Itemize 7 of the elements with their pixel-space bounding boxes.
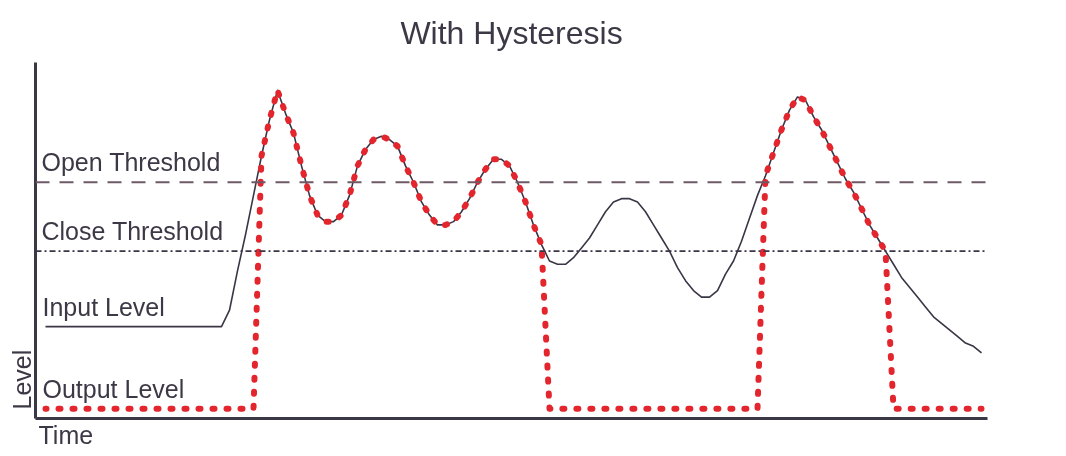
chart-title: With Hysteresis	[400, 14, 623, 51]
ref-line-label: Close Threshold	[41, 217, 224, 246]
series-label: Output Level	[42, 374, 185, 403]
ref-line-label: Open Threshold	[41, 148, 221, 177]
y-axis-title: Level	[7, 349, 36, 410]
x-axis-title: Time	[38, 420, 94, 449]
series-label: Input Level	[42, 292, 165, 321]
